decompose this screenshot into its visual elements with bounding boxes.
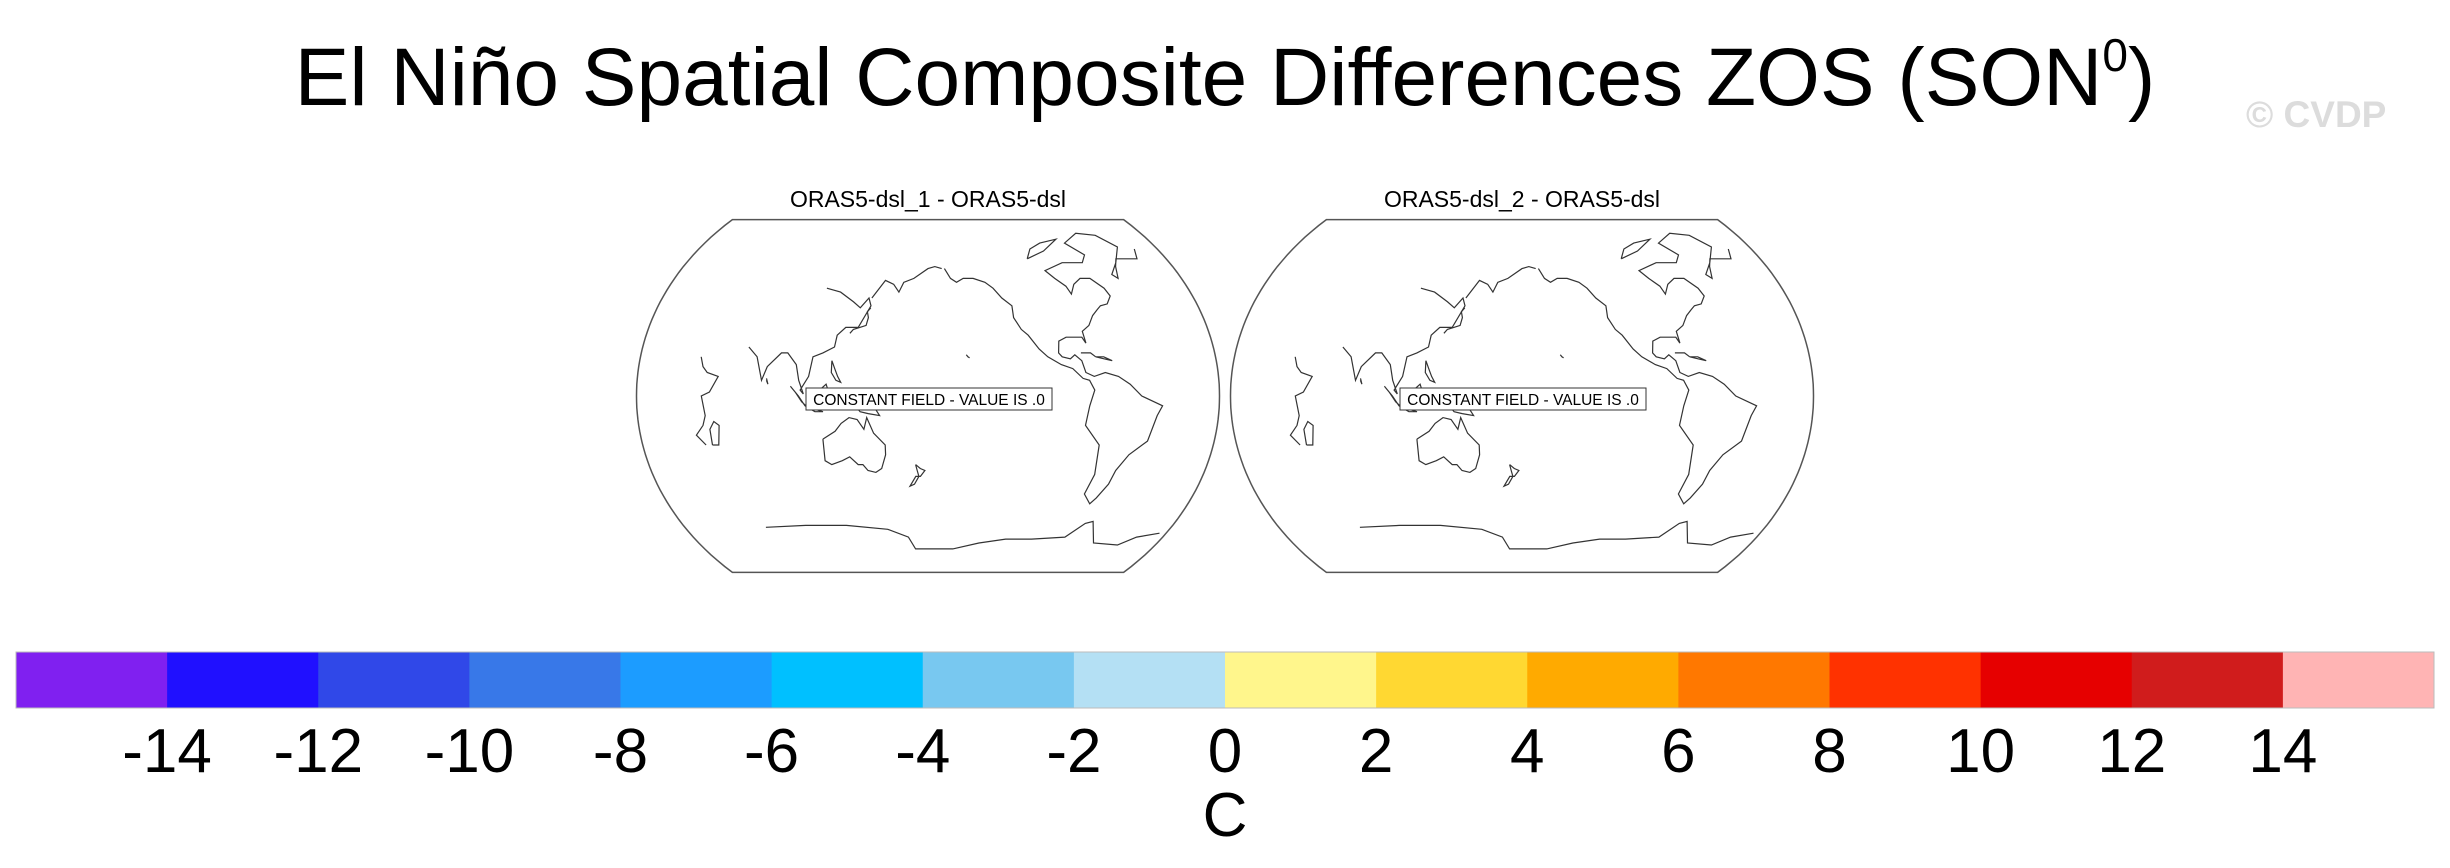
coastline — [1620, 238, 1652, 260]
coastline — [1359, 378, 1363, 385]
coastline — [908, 464, 926, 488]
colorbar-swatch — [2282, 652, 2435, 708]
colorbar-tick-label: -14 — [122, 717, 212, 786]
colorbar-swatch — [1678, 652, 1831, 708]
colorbar-swatch — [167, 652, 319, 708]
coastline — [709, 420, 720, 446]
coastline — [1443, 307, 1466, 334]
colorbar-tick-label: -8 — [593, 717, 648, 786]
map-panel-2: CONSTANT FIELD - VALUE IS .0 — [1229, 218, 1815, 574]
coastline — [849, 307, 872, 334]
constant-field-box — [805, 387, 1053, 411]
coastline — [1289, 356, 1314, 446]
coastline — [1095, 356, 1113, 362]
colorbar-swatch — [1225, 652, 1377, 708]
colorbar-tick-label: -6 — [744, 717, 799, 786]
colorbar-tick-label: 8 — [1812, 717, 1846, 786]
coastline — [1303, 420, 1314, 446]
colorbar-tick-label: 6 — [1661, 717, 1695, 786]
colorbar-units: C — [1203, 781, 1248, 850]
title-main: El Niño Spatial Composite Differences ZO… — [294, 32, 2103, 123]
colorbar-tick-label: 14 — [2248, 717, 2317, 786]
coastline — [822, 415, 887, 474]
colorbar-swatch — [620, 652, 773, 708]
colorbar-tick-label: -4 — [895, 717, 950, 786]
colorbar-swatch — [922, 652, 1075, 708]
colorbar-tick-label: 0 — [1208, 717, 1242, 786]
panel-2-title: ORAS5-dsl_2 - ORAS5-dsl — [1383, 186, 1661, 212]
colorbar-tick-label: 10 — [1946, 717, 2015, 786]
colorbar-tick-label: -10 — [425, 717, 515, 786]
title-superscript: 0 — [2102, 29, 2128, 81]
colorbar-swatch — [318, 652, 470, 708]
colorbar-tick-label: -12 — [273, 717, 363, 786]
constant-field-box — [1399, 387, 1647, 411]
coastline — [765, 378, 769, 385]
colorbar-swatch — [16, 652, 168, 708]
colorbar-frame — [15, 651, 2435, 709]
colorbar-swatch — [1527, 652, 1679, 708]
colorbar-tick-label: 12 — [2097, 717, 2166, 786]
coastline — [830, 360, 843, 384]
map-panel-1: CONSTANT FIELD - VALUE IS .0 — [635, 218, 1221, 574]
coastline — [1026, 238, 1058, 260]
coastline — [965, 354, 970, 359]
coastline — [1416, 415, 1481, 474]
colorbar-swatch — [469, 652, 622, 708]
watermark: © CVDP — [2246, 94, 2387, 135]
coastline — [1465, 265, 1536, 299]
coastline — [1559, 354, 1564, 359]
coastline — [1424, 360, 1437, 384]
colorbar-swatch — [771, 652, 924, 708]
coastline — [871, 265, 942, 299]
colorbar-tick-label: -2 — [1046, 717, 1101, 786]
page-title: El Niño Spatial Composite Differences ZO… — [0, 28, 2450, 139]
colorbar-swatch — [1073, 652, 1226, 708]
coastline — [1359, 520, 1754, 550]
panel-1-title: ORAS5-dsl_1 - ORAS5-dsl — [789, 186, 1067, 212]
colorbar-tick-label: 2 — [1359, 717, 1393, 786]
coastline — [765, 520, 1160, 550]
map-panels: CONSTANT FIELD - VALUE IS .0 CONSTANT FI… — [635, 218, 1815, 574]
colorbar-swatch — [1376, 652, 1528, 708]
colorbar-swatch — [1980, 652, 2133, 708]
colorbar-tick-label: 4 — [1510, 717, 1544, 786]
coastline — [1674, 352, 1691, 358]
colorbar-swatch — [1829, 652, 1982, 708]
colorbar-swatch — [2131, 652, 2284, 708]
coastline — [1537, 232, 1758, 505]
title-close: ) — [2128, 32, 2156, 123]
coastline — [943, 232, 1164, 505]
coastline — [1689, 356, 1707, 362]
constant-field-message: CONSTANT FIELD - VALUE IS .0 — [1407, 392, 1639, 409]
coastline — [1502, 464, 1520, 488]
coastline — [748, 287, 872, 395]
coastline — [695, 356, 720, 446]
constant-field-message: CONSTANT FIELD - VALUE IS .0 — [813, 392, 1045, 409]
coastline — [1342, 287, 1466, 395]
coastline — [1080, 352, 1097, 358]
